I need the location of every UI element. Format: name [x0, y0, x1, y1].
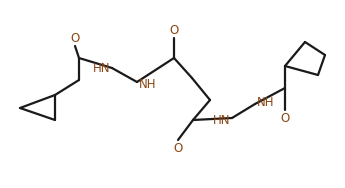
Text: O: O: [169, 24, 179, 36]
Text: O: O: [280, 111, 289, 124]
Text: O: O: [70, 32, 80, 45]
Text: O: O: [174, 142, 183, 155]
Text: HN: HN: [213, 114, 230, 127]
Text: HN: HN: [92, 61, 110, 74]
Text: NH: NH: [257, 96, 275, 108]
Text: NH: NH: [139, 77, 157, 90]
